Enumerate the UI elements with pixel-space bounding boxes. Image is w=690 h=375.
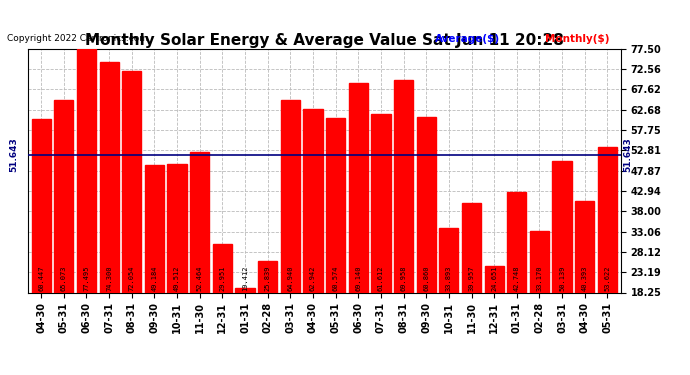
Text: 53.622: 53.622 xyxy=(604,266,611,291)
Bar xyxy=(168,164,187,368)
Text: 42.748: 42.748 xyxy=(514,266,520,291)
Text: 62.942: 62.942 xyxy=(310,266,316,291)
Text: 40.393: 40.393 xyxy=(582,266,588,291)
Bar xyxy=(304,109,323,368)
Bar xyxy=(122,71,141,368)
Text: 19.412: 19.412 xyxy=(242,266,248,291)
Text: Average($): Average($) xyxy=(435,34,500,44)
Bar xyxy=(326,118,345,368)
Text: 69.958: 69.958 xyxy=(401,266,406,291)
Text: 24.651: 24.651 xyxy=(491,266,497,291)
Text: Monthly($): Monthly($) xyxy=(545,34,609,44)
Text: Copyright 2022 Cartronics.com: Copyright 2022 Cartronics.com xyxy=(7,34,148,43)
Text: 50.139: 50.139 xyxy=(559,266,565,291)
Bar xyxy=(417,117,436,368)
Bar xyxy=(77,49,96,368)
Text: 61.612: 61.612 xyxy=(378,266,384,291)
Text: 29.951: 29.951 xyxy=(219,266,226,291)
Bar xyxy=(394,80,413,368)
Text: 74.300: 74.300 xyxy=(106,266,112,291)
Bar xyxy=(553,161,572,368)
Bar xyxy=(530,231,549,368)
Bar xyxy=(213,244,232,368)
Text: 33.893: 33.893 xyxy=(446,266,452,291)
Bar xyxy=(258,261,277,368)
Text: 33.170: 33.170 xyxy=(536,266,542,291)
Text: 52.464: 52.464 xyxy=(197,266,203,291)
Bar xyxy=(575,201,594,368)
Text: 51.643: 51.643 xyxy=(10,138,19,172)
Text: 51.643: 51.643 xyxy=(623,138,632,172)
Title: Monthly Solar Energy & Average Value Sat Jun 11 20:28: Monthly Solar Energy & Average Value Sat… xyxy=(85,33,564,48)
Bar xyxy=(281,100,300,368)
Text: 49.512: 49.512 xyxy=(174,266,180,291)
Bar xyxy=(507,192,526,368)
Text: 72.054: 72.054 xyxy=(129,266,135,291)
Bar xyxy=(371,114,391,368)
Bar xyxy=(99,62,119,368)
Text: 64.940: 64.940 xyxy=(287,266,293,291)
Text: 49.184: 49.184 xyxy=(151,266,157,291)
Text: 39.957: 39.957 xyxy=(469,266,475,291)
Text: 65.073: 65.073 xyxy=(61,266,67,291)
Bar xyxy=(32,119,51,368)
Text: 60.860: 60.860 xyxy=(423,266,429,291)
Bar xyxy=(348,83,368,368)
Bar xyxy=(235,288,255,368)
Text: 60.447: 60.447 xyxy=(38,266,44,291)
Bar xyxy=(484,266,504,368)
Bar xyxy=(145,165,164,368)
Bar xyxy=(55,100,73,368)
Bar xyxy=(440,228,458,368)
Bar xyxy=(598,147,617,368)
Text: 69.140: 69.140 xyxy=(355,266,362,291)
Text: 60.574: 60.574 xyxy=(333,266,339,291)
Bar xyxy=(462,203,481,368)
Text: 77.495: 77.495 xyxy=(83,266,90,291)
Bar xyxy=(190,152,209,368)
Text: 25.839: 25.839 xyxy=(265,266,270,291)
